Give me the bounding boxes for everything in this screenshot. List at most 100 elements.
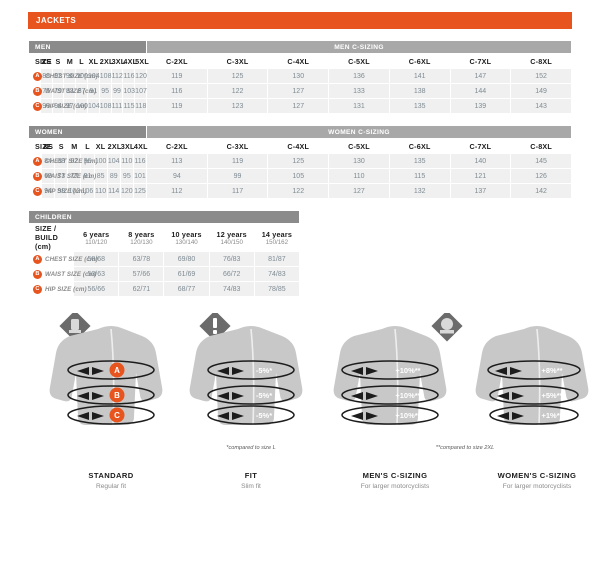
mens-marker-chest: +10%** [395,366,420,375]
cell: 63/78 [118,251,165,267]
women-col-c3xl: C-3XL [206,138,269,154]
men-col-5xl: 5XL [134,53,149,69]
women-col-c2xl: C-2XL [146,138,208,154]
children-row-hip-label: C HIP SIZE (cm) [27,281,87,297]
men-col-xl: XL [86,53,100,69]
men-col-4xl: 4XL [122,53,137,69]
fit-marker-waist: -5%* [256,391,272,400]
fit-illustrations: A B C STANDARD Regular fit [28,313,589,513]
cell: 117 [206,183,269,199]
women-col-xs: XS [41,138,56,154]
women-col-2xl: 2XL [106,138,121,154]
men-csizing-label: MEN C-SIZING [146,40,572,54]
children-col-age: 8 years [128,229,155,239]
figure-womens-c-sizing-art: +8%** +5%** +1%** [462,313,600,463]
size-chart-page: JACKETS MEN MEN C-SIZING SIZE XS S M L X… [0,12,600,583]
page-title: JACKETS [28,12,572,29]
cell: 119 [206,153,269,169]
cell: 95 [119,168,134,184]
cell: 106 [80,183,95,199]
cell: 138 [388,83,451,99]
marker-badge-b: B [33,171,42,181]
cell: 115 [388,168,451,184]
cell: 116 [122,68,136,84]
cell: 53/63 [73,266,120,282]
svg-text:B: B [114,391,120,400]
table-row: C HIP SIZE (cm) 94 98 102 106 110 114 120… [27,183,572,199]
women-col-c8xl: C-8XL [510,138,572,154]
cell: 119 [146,98,208,114]
cell: 121 [449,168,512,184]
children-row-waist-label: B WAIST SIZE (cm) [27,266,96,282]
measure-rings [487,360,581,425]
marker-badge-a: A [33,254,42,264]
cell: 78/85 [253,281,301,297]
cell: 135 [388,153,451,169]
cell: 131 [328,98,390,114]
children-col-age: 6 years [83,229,110,239]
cell: 85 [93,168,108,184]
marker-badges: A B C [109,362,125,423]
marker-badge-b: B [33,86,42,96]
csizing-percent-labels: +8%** +5%** +1%** [541,366,562,420]
women-csizing-label: WOMEN C-SIZING [146,125,572,139]
cell: 125 [132,183,148,199]
cell: 140 [449,153,512,169]
cell: 143 [510,98,572,114]
figure-womens-c-sizing-subtitle: For larger motorcyclists [502,483,572,490]
cell: 81/87 [253,251,301,267]
children-col-12-years: 12 years 140/150 [208,223,255,252]
cell: 114 [106,183,121,199]
children-col-height: 120/130 [130,238,153,246]
children-col-age: 14 years [261,229,293,239]
cell: 135 [388,98,451,114]
women-col-c6xl: C-6XL [388,138,451,154]
cell: 56/66 [73,281,120,297]
measure-arrows [77,367,104,420]
men-col-xs: XS [39,53,53,69]
figure-womens-c-sizing: +8%** +5%** +1%** **compared to size 2XL… [436,313,600,513]
cell: 130 [328,153,390,169]
cell: 111 [110,98,124,114]
cell: 147 [449,68,512,84]
cell: 74/83 [253,266,301,282]
children-col-height: 130/140 [175,238,198,246]
fit-marker-chest: -5%* [256,366,272,375]
cell: 126 [510,168,572,184]
cell: 116 [146,83,208,99]
men-size-label: SIZE [28,53,52,69]
marker-badge-c: C [33,101,42,111]
children-row-waist-text: WAIST SIZE (cm) [45,270,97,278]
children-col-height: 150/162 [265,238,289,246]
cell: 100 [93,153,108,169]
measure-arrows [217,367,244,420]
womens-marker-chest: +8%** [541,366,562,375]
cell: 103 [122,83,136,99]
mens-marker-waist: +10%** [395,391,420,400]
womens-marker-waist: +5%** [541,391,562,400]
measure-rings [341,360,439,425]
cell: 133 [328,83,390,99]
figure-fit-title: FIT [244,471,258,480]
women-col-c5xl: C-5XL [328,138,390,154]
children-col-height: 140/150 [220,238,243,246]
children-group-label: CHILDREN [28,210,300,224]
marker-badge-c: C [33,186,42,196]
cell: 89 [106,168,121,184]
cell: 127 [328,183,390,199]
figure-mens-c-sizing: +10%** +10%** +10%** MEN'S C-SIZING For … [320,313,470,513]
figure-standard-subtitle: Regular fit [95,483,127,490]
figure-standard-art: A B C [36,313,186,463]
children-col-height: 110/120 [85,238,108,246]
marker-badge-b: B [33,269,42,279]
cell: 99 [206,168,269,184]
cell: 122 [206,83,269,99]
women-column-header-row: SIZE XS S M L XL 2XL 3XL 4XL C-2XL C-3XL… [27,138,572,154]
cell: 58/68 [73,251,120,267]
cell: 105 [267,168,330,184]
cell: 115 [122,98,136,114]
cell: 100 [75,98,88,114]
women-size-label: SIZE [27,138,52,154]
cell: 97 [63,98,77,114]
